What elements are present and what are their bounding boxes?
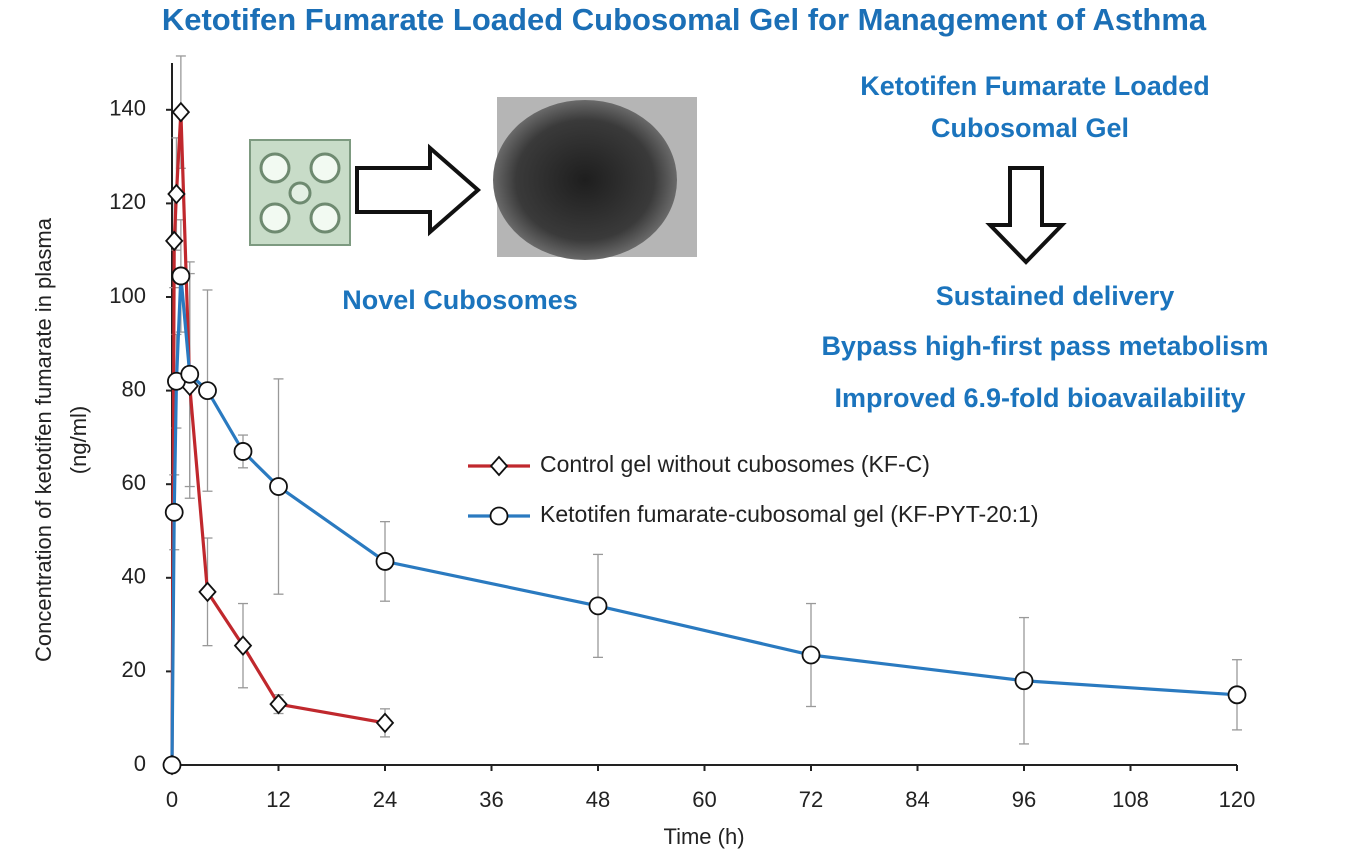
data-point <box>233 635 253 657</box>
data-point <box>171 101 191 123</box>
data-point <box>1227 685 1247 705</box>
data-point <box>233 442 253 461</box>
x-tick-label: 24 <box>373 787 397 812</box>
x-tick-label: 72 <box>799 787 823 812</box>
x-tick-label: 0 <box>166 787 178 812</box>
x-axis-label: Time (h) <box>663 824 744 849</box>
data-point <box>167 183 186 205</box>
y-tick-label: 140 <box>109 96 146 121</box>
data-point <box>269 477 288 496</box>
legend-marker <box>489 455 509 477</box>
data-point <box>180 364 200 384</box>
x-tick-label: 108 <box>1112 787 1149 812</box>
x-tick-label: 60 <box>692 787 716 812</box>
data-point <box>198 581 217 603</box>
x-tick-label: 12 <box>266 787 290 812</box>
data-point <box>165 230 184 252</box>
y-tick-label: 20 <box>122 657 146 682</box>
x-tick-label: 96 <box>1012 787 1036 812</box>
data-point <box>801 645 821 665</box>
arrow <box>985 166 1067 265</box>
y-tick-label: 80 <box>122 376 146 401</box>
data-point <box>375 552 395 571</box>
annotation: Bypass high-first pass metabolism <box>821 331 1268 361</box>
data-point <box>162 755 182 775</box>
data-point <box>1014 671 1034 691</box>
x-tick-label: 36 <box>479 787 503 812</box>
data-point <box>198 381 217 401</box>
data-point <box>269 693 288 715</box>
data-point <box>375 712 395 734</box>
chart-title: Ketotifen Fumarate Loaded Cubosomal Gel … <box>162 2 1207 37</box>
y-tick-label: 120 <box>109 189 146 214</box>
annotation: Novel Cubosomes <box>342 285 578 315</box>
arrow <box>355 143 482 237</box>
y-tick-label: 60 <box>122 470 146 495</box>
annotation: Sustained delivery <box>936 281 1175 311</box>
x-tick-label: 84 <box>905 787 929 812</box>
y-tick-label: 0 <box>134 751 146 776</box>
data-point <box>588 596 608 616</box>
y-axis-label: (ng/ml) <box>66 406 91 474</box>
x-tick-label: 120 <box>1219 787 1256 812</box>
cubosome-illustration <box>249 139 351 246</box>
legend-marker <box>489 506 509 526</box>
tem-particle <box>493 100 677 260</box>
annotation: Cubosomal Gel <box>931 113 1129 143</box>
y-tick-label: 100 <box>109 283 146 308</box>
x-tick-label: 48 <box>586 787 610 812</box>
annotation: Ketotifen Fumarate Loaded <box>860 71 1210 101</box>
data-point <box>171 266 191 286</box>
y-tick-label: 40 <box>122 564 146 589</box>
data-point <box>164 502 184 522</box>
annotation: Improved 6.9-fold bioavailability <box>834 383 1245 413</box>
y-axis-label: Concentration of ketotifen fumarate in p… <box>31 217 56 662</box>
legend-label: Control gel without cubosomes (KF-C) <box>540 451 930 477</box>
legend-label: Ketotifen fumarate-cubosomal gel (KF-PYT… <box>540 501 1039 527</box>
